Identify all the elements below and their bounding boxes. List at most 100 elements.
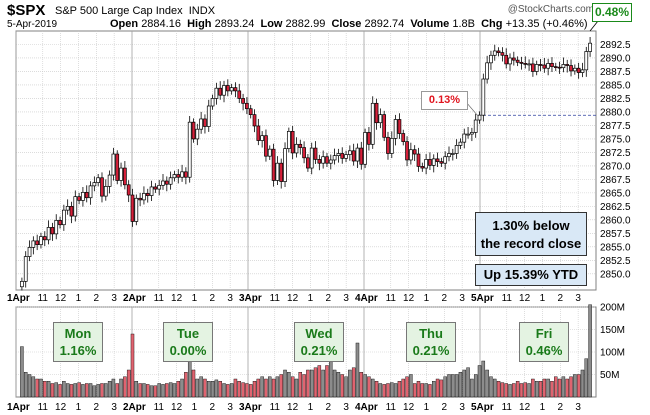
volume-tick-label: 200M [600,303,625,314]
candle-down [382,114,387,138]
volume-bar [134,381,139,398]
candle-up [65,206,70,211]
change-box-pointer [589,20,599,32]
volume-tick-label: 50M [600,370,619,381]
volume-bar [279,374,283,398]
price-x-tick-label: 2 [442,293,448,304]
volume-bar [218,381,222,398]
price-x-tick-label: 1Apr [7,293,30,304]
volume-bar [157,383,161,398]
candle-down [130,194,135,222]
candle-down [138,197,142,201]
volume-bar [195,378,200,398]
volume-bar [184,372,188,398]
volume-bar [447,374,451,398]
candle-down [237,90,242,99]
volume-bar [371,378,375,398]
candle-up [229,87,234,92]
volume-bar [344,376,348,398]
candle-up [180,171,184,178]
volume-bar [412,383,417,398]
volume-bar [287,372,291,398]
candle-up [462,133,467,143]
candle-down [569,65,573,72]
volume-bar [386,383,390,398]
volume-bar [451,374,455,398]
candle-up [134,197,139,222]
volume-bar [557,378,562,398]
volume-bar [161,384,165,398]
volume-x-tick-label: 2Apr [123,402,146,413]
day-name: Thu [419,326,443,341]
volume-bar [309,369,314,398]
volume-bar [88,383,93,398]
volume-bar [271,378,276,398]
price-x-tick-label: 2 [326,293,332,304]
volume-bar [317,365,322,398]
price-tick-label: 2875.0 [600,134,631,145]
candle-up [481,78,486,116]
volume-value: 1.8B [452,18,475,30]
candle-down [351,150,356,162]
volume-bar [424,383,428,398]
price-x-tick-label: 3 [343,293,349,304]
volume-x-tick-label: 1 [540,402,546,413]
candle-up [370,102,375,145]
candle-up [39,236,43,246]
candle-down [225,85,230,92]
volume-bar [46,381,51,398]
candle-up [431,158,436,166]
volume-bar [374,381,379,398]
candle-up [142,193,146,201]
volume-x-tick-label: 1Apr [7,402,30,413]
candle-up [168,177,173,185]
volume-bar [31,376,36,398]
candle-up [267,148,272,157]
volume-bar [416,381,421,398]
volume-bar [508,384,512,398]
candle-down [218,87,223,96]
candle-up [332,155,337,161]
candle-up [20,281,24,288]
volume-bar [481,360,486,398]
volume-bar [290,376,295,398]
candle-up [103,186,108,197]
ohlc-readout: Open 2884.16 High 2893.24 Low 2882.99 Cl… [110,18,588,30]
volume-x-tick-label: 1 [192,402,198,413]
candle-up [309,147,314,169]
open-value: 2884.16 [141,18,181,30]
volume-bar [462,369,466,398]
price-x-tick-label: 12 [287,293,299,304]
volume-bar [138,383,142,398]
volume-bar [229,383,234,398]
candle-up [470,132,474,135]
volume-bar [477,365,482,398]
candle-up [222,85,226,96]
volume-bar [390,382,394,398]
price-x-tick-label: 12 [403,293,415,304]
candle-down [42,236,47,241]
candle-up [149,186,154,196]
day-pct: 1.16% [59,343,97,358]
volume-bar [435,378,440,398]
price-x-tick-label: 3 [459,293,465,304]
close-value: 2892.74 [364,18,405,30]
record-line-2: the record close [480,236,582,251]
price-x-tick-label: 2 [210,293,216,304]
price-tick-label: 2865.0 [600,188,631,199]
day-pct: 0.00% [169,343,207,358]
volume-x-tick-label: 12 [519,402,531,413]
candle-up [454,145,459,154]
candle-up [534,64,539,72]
volume-bar [432,381,436,398]
volume-x-tick-label: 3 [111,402,117,413]
exchange-label: INDX [188,5,216,17]
volume-bar [351,367,356,398]
candle-down [145,193,150,196]
volume-bar [153,385,158,398]
candle-down [164,180,169,185]
candle-down [123,167,127,186]
volume-bar [264,378,268,398]
volume-bar [470,378,474,398]
